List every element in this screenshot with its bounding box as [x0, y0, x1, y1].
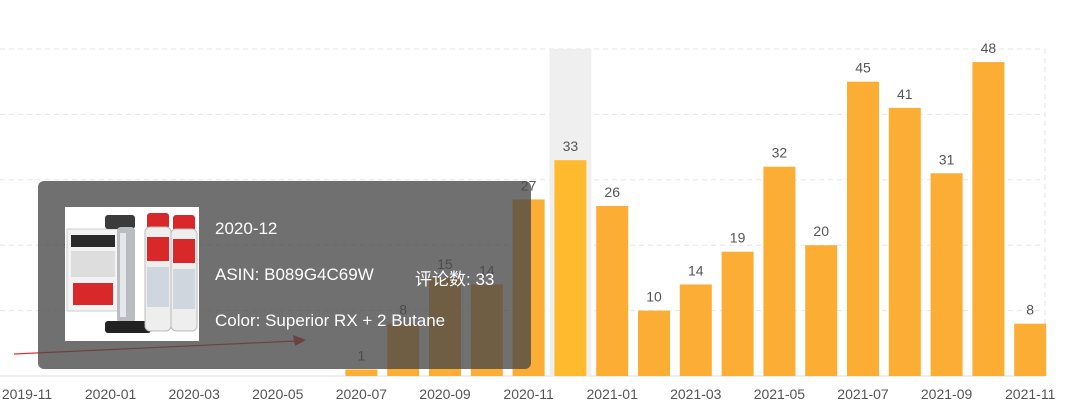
data-label-2021-03: 14	[688, 262, 704, 278]
tooltip-review-count: 评论数: 33	[415, 270, 495, 289]
bar-2021-10[interactable]	[972, 62, 1005, 377]
data-label-2021-01: 26	[604, 184, 620, 200]
x-tick-label: 2020-11	[503, 386, 554, 402]
x-tick-label: 2020-03	[169, 386, 221, 402]
data-label-2021-10: 48	[981, 40, 997, 56]
x-tick-label: 2021-05	[754, 386, 806, 402]
bar-2021-09[interactable]	[930, 173, 963, 376]
data-label-2021-09: 31	[939, 151, 955, 167]
data-label-2021-05: 32	[772, 145, 788, 161]
x-tick-label: 2019-11	[2, 386, 53, 402]
bar-2021-03[interactable]	[679, 284, 712, 376]
x-tick-label: 2021-07	[837, 386, 889, 402]
tooltip-color: Color: Superior RX + 2 Butane	[215, 311, 446, 330]
bar-2021-07[interactable]	[847, 81, 879, 376]
data-label-2021-02: 10	[646, 289, 662, 305]
bar-2021-02[interactable]	[638, 310, 670, 376]
bar-2021-05[interactable]	[763, 166, 796, 376]
tooltip-month: 2020-12	[215, 219, 278, 238]
x-tick-label: 2021-09	[921, 386, 973, 402]
product-thumbnail-icon	[65, 207, 199, 341]
bar-2020-07[interactable]	[345, 369, 378, 376]
data-label-2021-08: 41	[897, 86, 913, 102]
bar-2021-08[interactable]	[888, 107, 921, 377]
data-label-2021-07: 45	[855, 60, 871, 76]
x-tick-label: 2020-05	[252, 386, 304, 402]
x-tick-label: 2020-01	[85, 386, 137, 402]
x-tick-label: 2021-11	[1005, 386, 1056, 402]
x-tick-label: 2020-07	[336, 386, 388, 402]
bar-2021-06[interactable]	[805, 245, 838, 376]
bar-2020-12[interactable]	[554, 160, 587, 376]
bar-2021-01[interactable]	[596, 205, 629, 376]
x-tick-label: 2021-01	[587, 386, 639, 402]
bar-2021-11[interactable]	[1014, 323, 1047, 376]
data-label-2021-04: 19	[730, 230, 746, 246]
x-tick-label: 2021-03	[670, 386, 722, 402]
data-label-2021-06: 20	[813, 223, 829, 239]
x-tick-label: 2020-09	[419, 386, 471, 402]
data-label-2021-11: 8	[1026, 302, 1034, 318]
x-axis: 2019-11 2020-01 2020-03 2020-05 2020-07 2020-…	[2, 386, 1056, 402]
tooltip: 2020-12 ASIN: B089G4C69W 评论数: 33 Color: …	[38, 181, 531, 369]
data-label-2020-12: 33	[563, 138, 579, 154]
tooltip-asin: ASIN: B089G4C69W	[215, 265, 374, 284]
bar-2021-04[interactable]	[721, 251, 754, 376]
